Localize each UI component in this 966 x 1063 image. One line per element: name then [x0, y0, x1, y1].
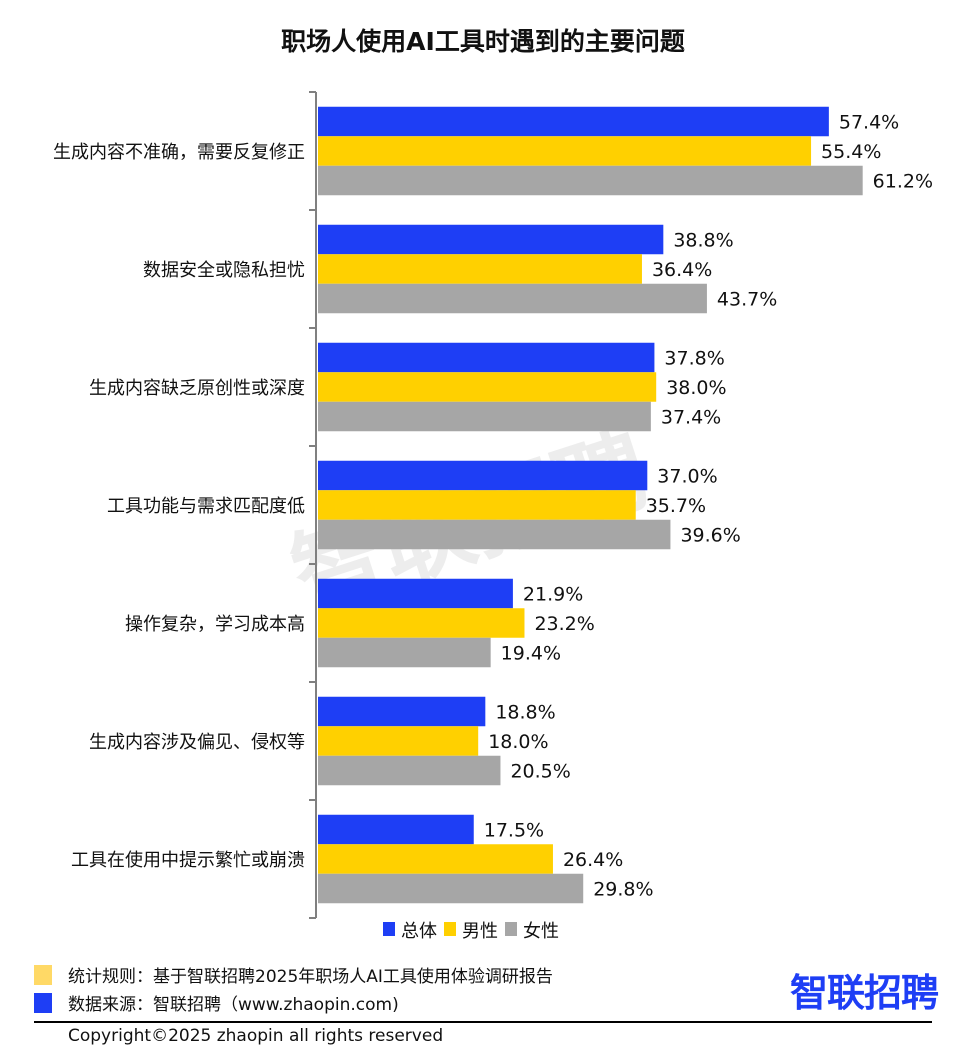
legend-swatch: [383, 922, 395, 936]
data-label: 37.8%: [664, 348, 724, 370]
category-label: 工具功能与需求匹配度低: [107, 496, 305, 517]
category-label: 生成内容不准确，需要反复修正: [53, 142, 305, 163]
bar-总体: [318, 578, 513, 609]
data-label: 36.4%: [652, 259, 712, 281]
bar-chart: 智联招聘 生成内容不准确，需要反复修正数据安全或隐私担忧生成内容缺乏原创性或深度…: [53, 91, 933, 942]
data-label: 35.7%: [646, 495, 706, 517]
bar-总体: [318, 814, 474, 845]
legend: 总体 男性 女性: [383, 921, 559, 942]
bar-男性: [318, 136, 812, 166]
bars: [318, 106, 863, 904]
bar-女性: [318, 637, 491, 668]
bar-女性: [318, 873, 584, 904]
legend-label: 女性: [523, 921, 559, 942]
legend-label: 男性: [462, 921, 498, 942]
legend-swatch: [505, 922, 517, 936]
data-label: 43.7%: [717, 289, 777, 311]
data-label: 26.4%: [563, 849, 623, 871]
bar-总体: [318, 460, 648, 491]
rule-marker: [34, 965, 52, 985]
data-label: 39.6%: [680, 525, 740, 547]
category-label: 工具在使用中提示繁忙或崩溃: [71, 850, 305, 871]
legend-label: 总体: [401, 921, 437, 942]
data-label: 38.0%: [666, 377, 726, 399]
data-label: 37.0%: [657, 466, 717, 488]
chart-title: 职场人使用AI工具时遇到的主要问题: [281, 27, 685, 56]
bar-总体: [318, 224, 664, 255]
zhaopin-logo: 智联招聘: [790, 971, 939, 1015]
category-label: 操作复杂，学习成本高: [125, 614, 305, 635]
data-label: 17.5%: [484, 820, 544, 842]
data-label: 37.4%: [661, 407, 721, 429]
data-label: 61.2%: [873, 171, 933, 193]
bar-总体: [318, 106, 829, 137]
data-label: 19.4%: [501, 643, 561, 665]
data-label: 21.9%: [523, 584, 583, 606]
bar-总体: [318, 696, 486, 727]
bar-总体: [318, 342, 655, 373]
category-label: 数据安全或隐私担忧: [143, 260, 305, 281]
bar-女性: [318, 755, 501, 786]
divider: [34, 1021, 932, 1023]
bar-男性: [318, 726, 479, 756]
category-labels: 生成内容不准确，需要反复修正数据安全或隐私担忧生成内容缺乏原创性或深度工具功能与…: [53, 142, 305, 871]
bar-女性: [318, 283, 707, 314]
legend-swatch: [444, 922, 456, 936]
source-text: 数据来源：智联招聘（www.zhaopin.com): [68, 995, 399, 1015]
bar-男性: [318, 844, 553, 874]
data-label: 20.5%: [510, 761, 570, 783]
rule-text: 统计规则：基于智联招聘2025年职场人AI工具使用体验调研报告: [68, 967, 553, 987]
data-label: 57.4%: [839, 112, 899, 134]
bar-女性: [318, 165, 863, 196]
data-labels: 57.4% 55.4% 61.2% 38.8% 36.4%43.7% 37.8% 38.0%…: [484, 112, 933, 901]
category-label: 生成内容缺乏原创性或深度: [89, 378, 305, 399]
data-label: 18.8%: [495, 702, 555, 724]
bar-女性: [318, 401, 651, 432]
source-marker: [34, 993, 52, 1013]
data-label: 23.2%: [534, 613, 594, 635]
bar-女性: [318, 519, 671, 550]
bar-男性: [318, 608, 525, 638]
data-label: 55.4%: [821, 141, 881, 163]
y-axis: [309, 91, 317, 919]
bar-男性: [318, 254, 642, 284]
data-label: 18.0%: [488, 731, 548, 753]
data-label: 29.8%: [593, 879, 653, 901]
bar-男性: [318, 372, 657, 402]
copyright: Copyright©2025 zhaopin all rights reserv…: [68, 1026, 444, 1046]
bar-男性: [318, 490, 636, 520]
category-label: 生成内容涉及偏见、侵权等: [89, 732, 305, 753]
data-label: 38.8%: [673, 230, 733, 252]
